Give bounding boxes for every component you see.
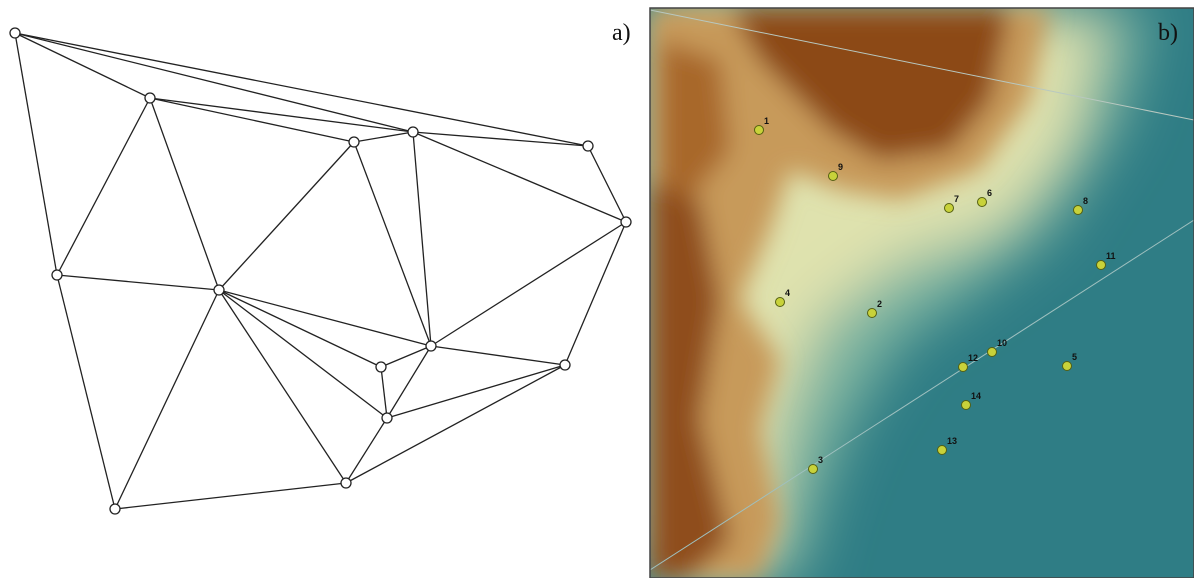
triangulation bbox=[10, 28, 631, 514]
edge bbox=[115, 483, 346, 509]
node bbox=[382, 413, 392, 423]
edge bbox=[431, 346, 565, 365]
sample-point bbox=[962, 401, 971, 410]
sample-point bbox=[959, 363, 968, 372]
sample-point bbox=[755, 126, 764, 135]
panel-label: b) bbox=[1158, 20, 1178, 46]
edge bbox=[588, 146, 626, 222]
edge bbox=[150, 98, 219, 290]
point-label: 3 bbox=[818, 455, 823, 465]
point-label: 13 bbox=[947, 436, 957, 446]
sample-point bbox=[945, 204, 954, 213]
edge bbox=[387, 365, 565, 418]
node bbox=[110, 504, 120, 514]
point-label: 8 bbox=[1083, 196, 1088, 206]
terrain-map: 1 9 7 6 8 11 4 2 10 12 5 14 13 3 bbox=[650, 8, 1194, 578]
sample-point bbox=[809, 465, 818, 474]
edge bbox=[354, 132, 413, 142]
edge bbox=[15, 33, 588, 146]
figure: a) 1 9 7 6 8 11 4 2 10 12 5 14 13 3 b) bbox=[0, 0, 1194, 578]
edge bbox=[431, 222, 626, 346]
node bbox=[583, 141, 593, 151]
point-label: 10 bbox=[997, 338, 1007, 348]
node bbox=[341, 478, 351, 488]
edge bbox=[219, 290, 381, 367]
edge bbox=[346, 418, 387, 483]
edge bbox=[57, 275, 219, 290]
edge bbox=[57, 98, 150, 275]
node bbox=[145, 93, 155, 103]
edge bbox=[115, 290, 219, 509]
sample-point bbox=[829, 172, 838, 181]
node bbox=[426, 341, 436, 351]
edge bbox=[381, 367, 387, 418]
sample-point bbox=[1074, 206, 1083, 215]
point-label: 6 bbox=[987, 188, 992, 198]
edge bbox=[413, 132, 588, 146]
node bbox=[621, 217, 631, 227]
point-label: 2 bbox=[877, 299, 882, 309]
edge bbox=[354, 142, 431, 346]
sample-point bbox=[776, 298, 785, 307]
node bbox=[349, 137, 359, 147]
edge bbox=[346, 365, 565, 483]
panel-label: a) bbox=[612, 20, 631, 46]
edge bbox=[381, 346, 431, 367]
sample-point bbox=[978, 198, 987, 207]
node bbox=[376, 362, 386, 372]
point-label: 5 bbox=[1072, 352, 1077, 362]
node bbox=[408, 127, 418, 137]
edge bbox=[565, 222, 626, 365]
point-label: 4 bbox=[785, 288, 790, 298]
sample-point bbox=[938, 446, 947, 455]
point-label: 9 bbox=[838, 162, 843, 172]
sample-point bbox=[1063, 362, 1072, 371]
sample-point bbox=[1097, 261, 1106, 270]
edge bbox=[413, 132, 431, 346]
sample-point bbox=[988, 348, 997, 357]
point-label: 7 bbox=[954, 194, 959, 204]
node bbox=[10, 28, 20, 38]
sample-point bbox=[868, 309, 877, 318]
edge bbox=[15, 33, 150, 98]
edge bbox=[219, 290, 387, 418]
edge bbox=[413, 132, 626, 222]
edge bbox=[15, 33, 413, 132]
point-label: 11 bbox=[1106, 251, 1116, 261]
point-label: 1 bbox=[764, 116, 769, 126]
edge bbox=[57, 275, 115, 509]
node bbox=[214, 285, 224, 295]
node bbox=[560, 360, 570, 370]
point-label: 14 bbox=[971, 391, 981, 401]
point-label: 12 bbox=[968, 353, 978, 363]
edge bbox=[219, 142, 354, 290]
edge bbox=[15, 33, 57, 275]
node bbox=[52, 270, 62, 280]
